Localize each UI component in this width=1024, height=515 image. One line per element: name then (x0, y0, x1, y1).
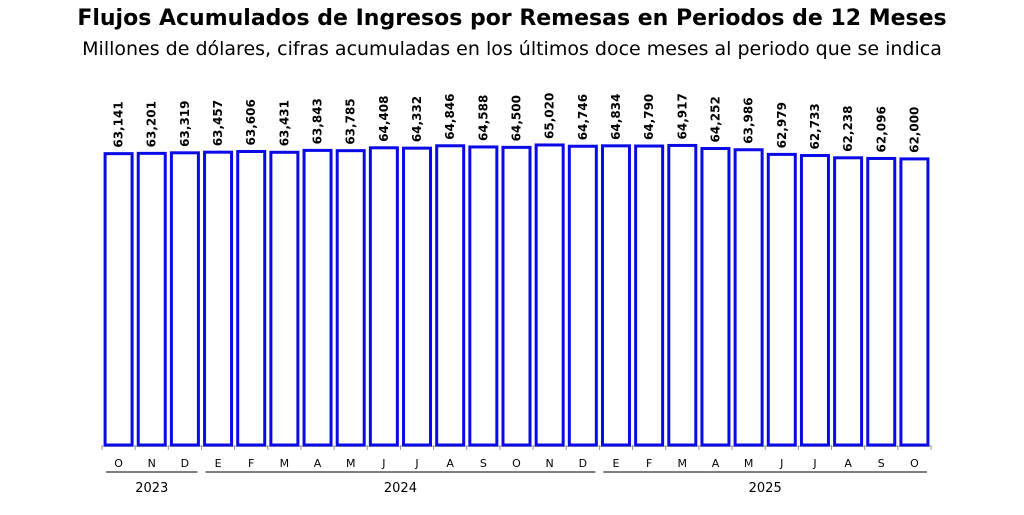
bar (766, 152, 797, 447)
bar (103, 152, 134, 447)
x-tick-label: A (446, 457, 454, 470)
bar (866, 156, 897, 447)
year-label: 2023 (135, 481, 168, 496)
x-tick-label: E (613, 457, 620, 470)
bar (600, 144, 631, 447)
bar (236, 149, 267, 447)
year-label: 2024 (384, 481, 417, 496)
bar (501, 145, 532, 447)
x-tick-label: O (512, 457, 521, 470)
data-label: 62,000 (907, 107, 921, 153)
bar (899, 157, 930, 447)
bar (402, 146, 433, 447)
data-label: 64,846 (443, 93, 457, 139)
data-label: 63,843 (311, 98, 325, 144)
x-tick-label: M (346, 457, 356, 470)
x-tick-label: F (248, 457, 254, 470)
chart-subtitle: Millones de dólares, cifras acumuladas e… (82, 38, 942, 60)
x-tick-label: A (314, 457, 322, 470)
data-label: 63,785 (344, 98, 358, 144)
bar (799, 154, 830, 447)
bar (169, 151, 200, 447)
data-label: 64,917 (675, 93, 689, 139)
x-tick-label: S (480, 457, 487, 470)
data-label: 63,986 (742, 97, 756, 143)
data-label: 64,500 (510, 95, 524, 141)
bar (634, 144, 665, 447)
data-label: 64,834 (609, 94, 623, 140)
x-tick-label: E (215, 457, 222, 470)
data-label: 64,588 (476, 95, 490, 141)
bar (203, 150, 234, 447)
data-label: 65,020 (543, 93, 557, 139)
data-label: 64,408 (377, 95, 391, 141)
bar (567, 144, 598, 447)
bar (534, 143, 565, 447)
x-tick-label: D (181, 457, 189, 470)
data-label: 62,238 (841, 105, 855, 151)
bar (302, 148, 333, 447)
bar (368, 146, 399, 447)
x-tick-label: N (546, 457, 554, 470)
data-label: 64,332 (410, 96, 424, 142)
bar (269, 150, 300, 447)
x-tick-label: F (646, 457, 652, 470)
x-tick-label: O (114, 457, 123, 470)
x-tick-label: A (844, 457, 852, 470)
data-label: 63,319 (178, 101, 192, 147)
data-label: 62,733 (808, 103, 822, 149)
x-tick-label: J (381, 457, 385, 470)
x-tick-label: D (579, 457, 587, 470)
x-tick-label: A (712, 457, 720, 470)
x-tick-label: M (678, 457, 688, 470)
bar (136, 151, 167, 447)
data-label: 63,457 (211, 100, 225, 146)
x-tick-label: J (779, 457, 783, 470)
bar (667, 143, 698, 447)
chart-title: Flujos Acumulados de Ingresos por Remesa… (77, 6, 947, 31)
x-tick-label: J (812, 457, 816, 470)
data-label: 64,252 (708, 96, 722, 142)
x-tick-label: M (280, 457, 290, 470)
year-label: 2025 (749, 481, 782, 496)
x-tick-label: S (878, 457, 885, 470)
bar (335, 149, 366, 447)
bar (700, 147, 731, 447)
data-label: 63,431 (277, 100, 291, 146)
x-tick-label: J (414, 457, 418, 470)
data-label: 64,790 (642, 94, 656, 140)
x-tick-label: N (148, 457, 156, 470)
data-label: 63,201 (145, 101, 159, 147)
data-label: 62,096 (874, 106, 888, 152)
x-tick-label: O (910, 457, 919, 470)
data-label: 63,141 (112, 101, 126, 147)
data-label: 62,979 (775, 102, 789, 148)
bar (435, 144, 466, 447)
x-tick-label: M (744, 457, 754, 470)
data-label: 64,746 (576, 94, 590, 140)
bar (733, 148, 764, 447)
data-label: 63,606 (244, 99, 258, 145)
bar (468, 145, 499, 447)
bar (833, 156, 864, 447)
